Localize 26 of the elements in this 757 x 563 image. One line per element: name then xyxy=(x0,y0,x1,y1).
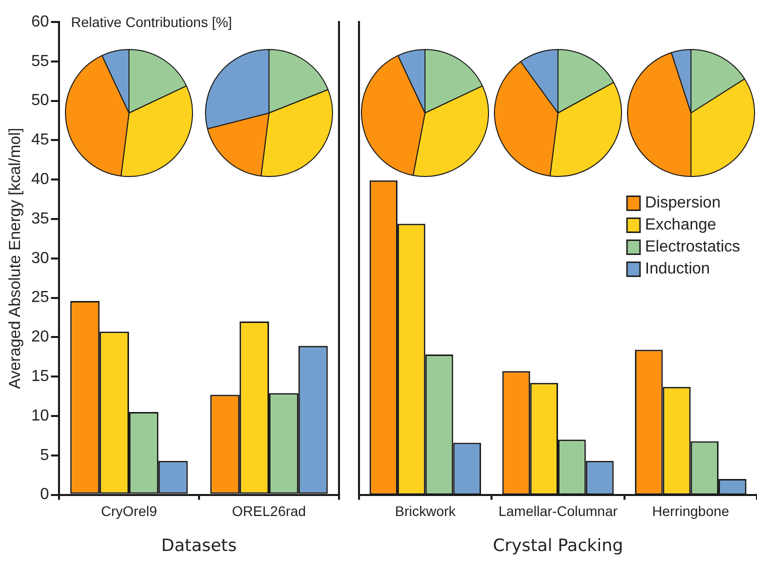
y-tick-label: 35 xyxy=(31,210,50,228)
y-axis-title: Averaged Absolute Energy [kcal/mol] xyxy=(7,128,24,389)
y-tick-label: 50 xyxy=(31,92,50,110)
y-tick-label: 45 xyxy=(31,132,50,149)
legend-label: Induction xyxy=(645,260,710,278)
legend-label: Dispersion xyxy=(645,194,721,212)
y-tick-label: 10 xyxy=(31,407,50,424)
y-tick-label: 15 xyxy=(31,368,50,386)
x-tick-label: Herringbone xyxy=(652,503,730,520)
y-tick-label: 30 xyxy=(31,250,50,267)
y-tick-label: 0 xyxy=(40,486,50,504)
annotation: Relative Contributions [%] xyxy=(70,14,232,30)
y-tick-label: 20 xyxy=(31,328,50,346)
x-axis-title: Datasets xyxy=(161,536,237,556)
x-tick-label: OREL26rad xyxy=(232,503,306,520)
x-tick-label: Brickwork xyxy=(394,503,457,520)
legend-label: Exchange xyxy=(645,216,716,234)
y-tick-label: 40 xyxy=(31,171,50,188)
x-axis-title: Crystal Packing xyxy=(492,536,624,556)
y-tick-label: 60 xyxy=(31,13,50,30)
y-tick-label: 55 xyxy=(31,52,50,70)
y-tick-label: 25 xyxy=(31,289,50,306)
legend-label: Electrostatics xyxy=(645,238,740,256)
y-tick-label: 5 xyxy=(40,446,50,464)
x-tick-label: Lamellar-Columnar xyxy=(498,503,618,520)
x-tick-label: CryOrel9 xyxy=(100,503,158,520)
